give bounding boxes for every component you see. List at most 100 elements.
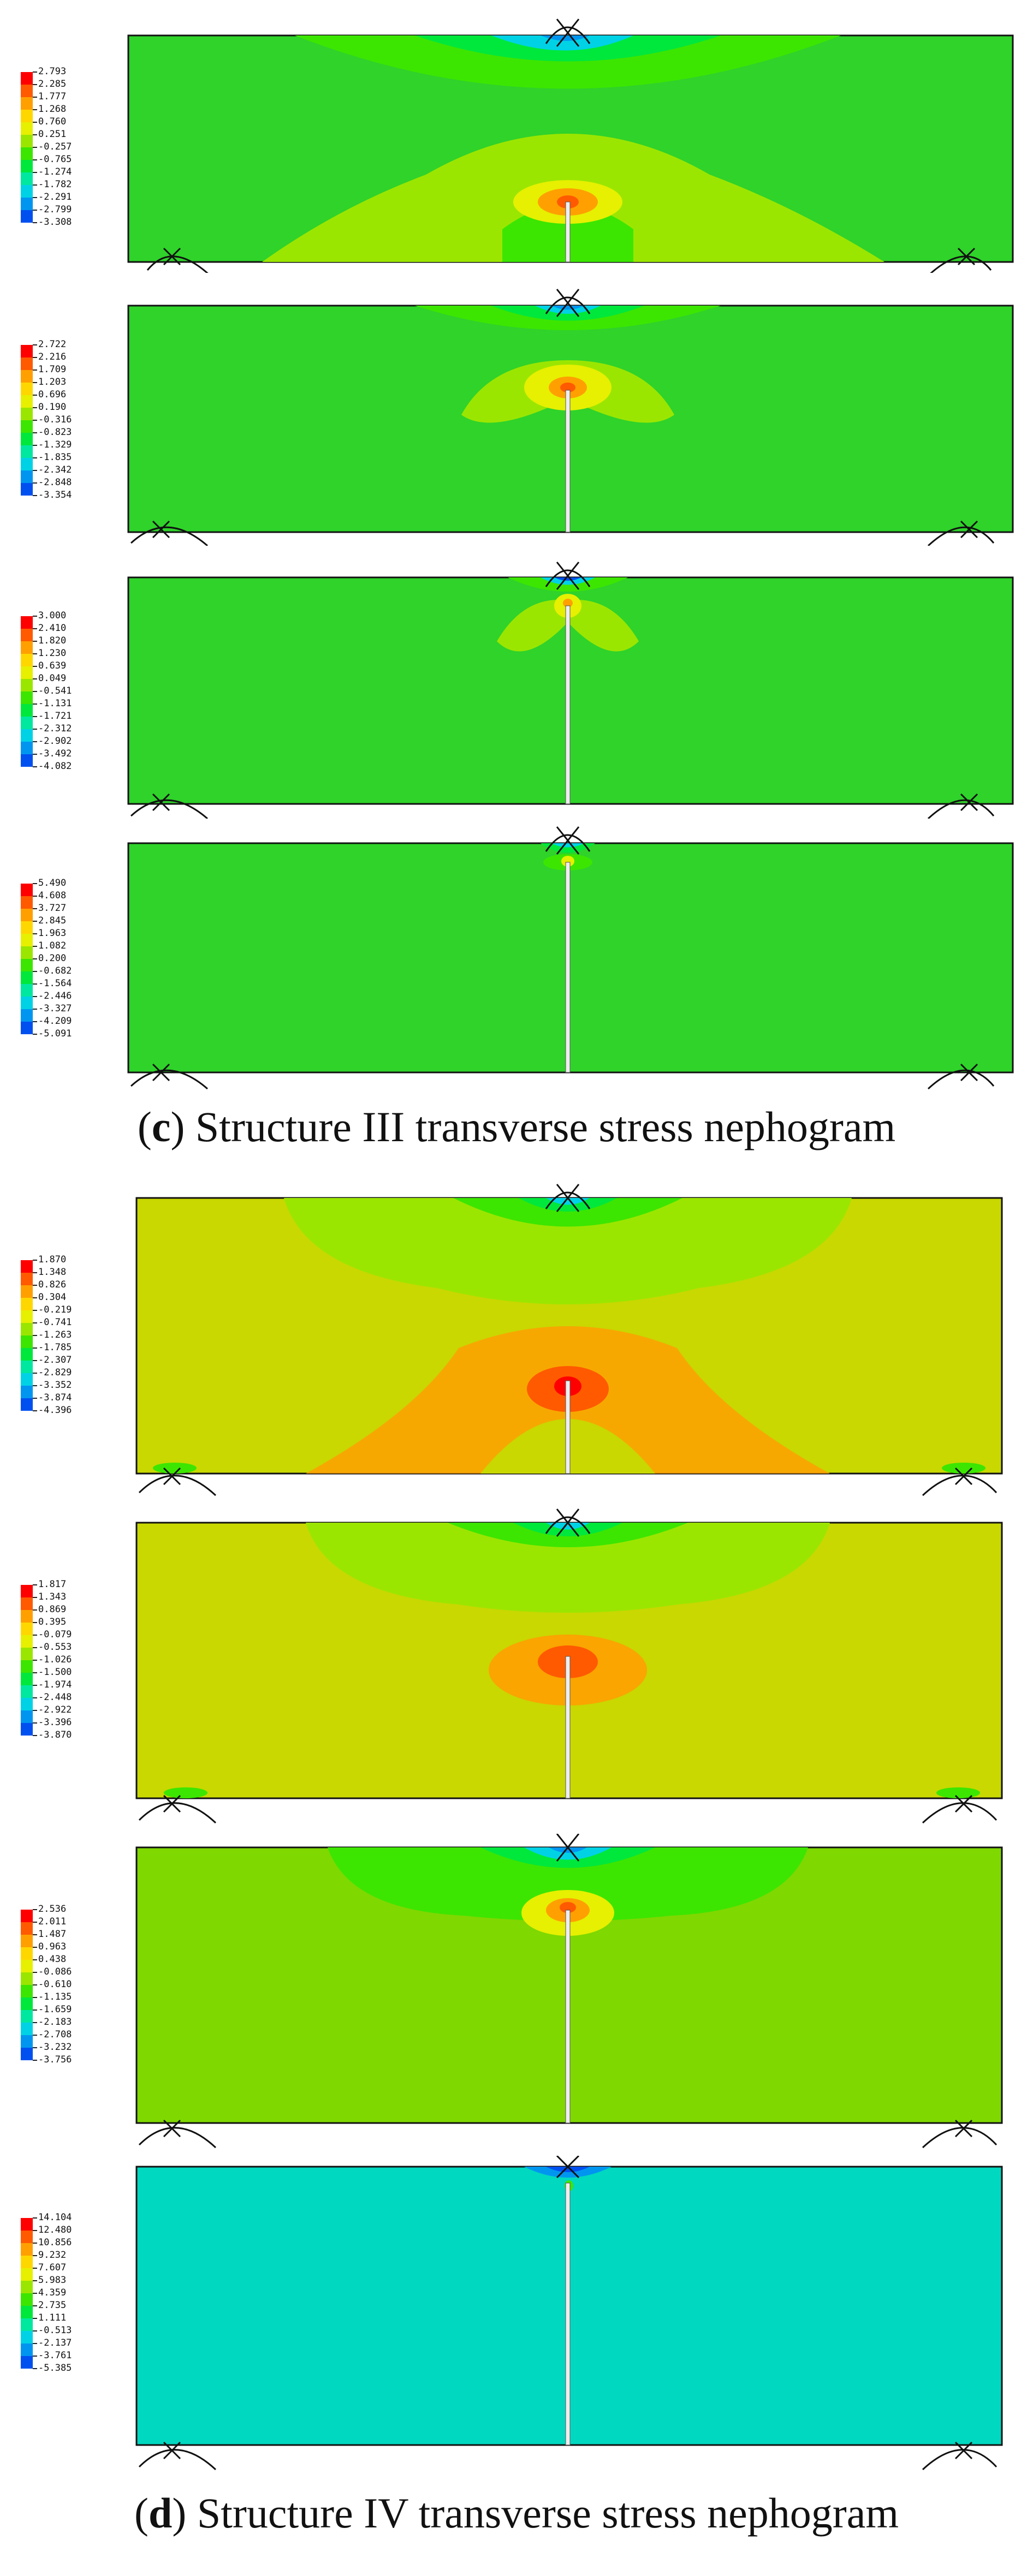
legend-tick (33, 382, 37, 383)
legend-row: 2.216 (21, 351, 103, 370)
contour-d4 (135, 2156, 1003, 2471)
legend-tick (33, 2305, 37, 2306)
legend-row: -0.541 (21, 685, 103, 704)
legend-tick (33, 1909, 37, 1910)
legend-value: 2.793 (38, 66, 67, 77)
contour-d1 (135, 1184, 1003, 1496)
panel-c3: 3.000 2.410 1.820 1.230 0.639 0.049 -0.541 -1.1… (0, 546, 1033, 819)
legend-tick (33, 172, 37, 173)
legend-swatch (21, 1361, 33, 1373)
legend-swatch (21, 483, 33, 496)
legend-row: 1.111 (21, 2312, 103, 2331)
legend-row: -1.263 (21, 1329, 103, 1348)
legend-swatch (21, 921, 33, 934)
legend-row: -3.308 (21, 217, 103, 233)
legend-row: 14.104 (21, 2212, 103, 2231)
legend-tick (33, 445, 37, 446)
legend-swatch (21, 2243, 33, 2256)
legend-tick (33, 420, 37, 421)
legend-swatch (21, 616, 33, 629)
legend-tick (33, 1373, 37, 1374)
legend-row: -0.610 (21, 1979, 103, 1997)
legend-row: -1.026 (21, 1654, 103, 1673)
legend-value: -3.232 (38, 2042, 72, 2053)
legend-value: 2.285 (38, 79, 67, 90)
legend-value: -2.183 (38, 2017, 72, 2028)
legend-tick (33, 395, 37, 396)
legend-row: -1.785 (21, 1342, 103, 1361)
legend-value: -0.316 (38, 414, 72, 425)
legend-swatch (21, 2048, 33, 2060)
legend-row: -1.782 (21, 179, 103, 198)
caption-d-letter: d (148, 2489, 173, 2537)
legend-value: -4.209 (38, 1016, 72, 1027)
legend-swatch (21, 1273, 33, 1285)
legend-tick (33, 1722, 37, 1724)
legend-tick (33, 71, 37, 73)
legend-tick (33, 971, 37, 972)
legend-row: -0.682 (21, 965, 103, 984)
legend-value: -2.448 (38, 1692, 72, 1703)
legend-row: -3.396 (21, 1717, 103, 1736)
legend-row: 0.696 (21, 389, 103, 408)
legend-tick (33, 109, 37, 110)
legend-row: -2.342 (21, 464, 103, 483)
legend-tick (33, 1584, 37, 1585)
legend-tick (33, 407, 37, 408)
legend-swatch (21, 1310, 33, 1323)
contour-c3 (127, 562, 1014, 819)
legend-tick (33, 883, 37, 884)
legend-value: -2.291 (38, 192, 72, 202)
legend-tick (33, 1597, 37, 1598)
legend-tick (33, 616, 37, 617)
legend-tick (33, 2217, 37, 2219)
legend-value: -3.492 (38, 748, 72, 759)
legend-tick (33, 2318, 37, 2319)
legend-tick (33, 1697, 37, 1698)
contour-d3 (135, 1834, 1003, 2149)
legend-swatch (21, 1323, 33, 1335)
legend-value: -3.870 (38, 1730, 72, 1740)
legend-row: -2.291 (21, 192, 103, 210)
legend-tick (33, 122, 37, 123)
legend-value: 7.607 (38, 2262, 67, 2273)
legend-tick (33, 2047, 37, 2048)
legend-row: -1.135 (21, 1991, 103, 2010)
legend-swatch (21, 884, 33, 896)
legend-value: 0.869 (38, 1604, 67, 1615)
legend-d2: 1.817 1.343 0.869 0.395 -0.079 -0.553 -1.026 -1… (21, 1579, 103, 1746)
legend-swatch (21, 1648, 33, 1660)
legend-value: -4.082 (38, 761, 72, 772)
legend-swatch (21, 160, 33, 172)
legend-swatch (21, 1997, 33, 2010)
legend-tick (33, 344, 37, 345)
legend-value: -2.829 (38, 1367, 72, 1378)
legend-value: -3.354 (38, 490, 72, 500)
legend-row: -3.232 (21, 2042, 103, 2060)
legend-row: -1.835 (21, 452, 103, 470)
legend-value: 0.438 (38, 1954, 67, 1965)
legend-row: -5.385 (21, 2363, 103, 2379)
legend-value: 2.845 (38, 915, 67, 926)
legend-value: -2.922 (38, 1704, 72, 1715)
legend-row: -1.500 (21, 1667, 103, 1685)
legend-value: 14.104 (38, 2212, 72, 2223)
legend-swatch (21, 395, 33, 408)
legend-row: 2.410 (21, 623, 103, 641)
legend-value: 1.709 (38, 364, 67, 375)
contour-d2 (135, 1508, 1003, 1824)
legend-swatch (21, 934, 33, 946)
panel-d1: 1.870 1.348 0.826 0.304 -0.219 -0.741 -1.263 -1… (0, 1179, 1033, 1506)
legend-tick (33, 84, 37, 85)
legend-row: -2.799 (21, 204, 103, 223)
legend-value: -1.721 (38, 711, 72, 721)
legend-row: 2.011 (21, 1916, 103, 1935)
legend-row: 1.817 (21, 1579, 103, 1597)
legend-swatch (21, 85, 33, 97)
caption-d: (d) Structure IV transverse stress nepho… (134, 2489, 899, 2537)
legend-row: -2.448 (21, 1692, 103, 1710)
legend-value: -0.765 (38, 154, 72, 165)
legend-tick (33, 2293, 37, 2294)
legend-swatch (21, 122, 33, 135)
legend-row: -0.553 (21, 1642, 103, 1660)
